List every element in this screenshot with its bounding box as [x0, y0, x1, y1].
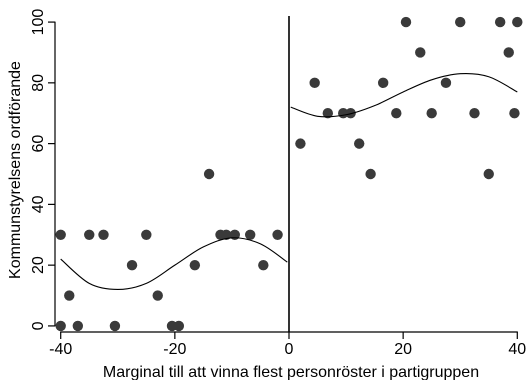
x-tick-label: 0 [285, 341, 294, 358]
plot-area: 0 20 40 60 80 100 -40 -20 0 20 40 [30, 9, 526, 358]
x-tick-label: -20 [163, 341, 186, 358]
data-point [400, 16, 412, 28]
data-point [391, 108, 402, 119]
data-point [152, 290, 163, 301]
data-point [440, 77, 452, 89]
data-point [469, 108, 480, 119]
data-point [126, 259, 138, 271]
data-point [322, 108, 334, 119]
y-tick-label: 80 [30, 74, 47, 92]
data-point [503, 47, 514, 58]
data-point [258, 259, 269, 271]
x-tick-label: 40 [508, 341, 526, 358]
x-axis-title: Marginal till att vinna flest personröst… [103, 364, 479, 380]
data-point [509, 108, 520, 119]
data-point [455, 16, 466, 28]
data-point [272, 229, 283, 240]
x-tick-label: 20 [394, 341, 412, 358]
x-tick-label: -40 [49, 341, 72, 358]
data-point [141, 229, 152, 240]
data-point [354, 138, 365, 149]
data-point [55, 229, 66, 240]
y-tick-label: 60 [30, 135, 47, 153]
data-point [295, 138, 306, 149]
data-point [55, 320, 66, 332]
y-tick-label: 0 [30, 321, 47, 330]
y-tick-label: 100 [30, 9, 47, 36]
data-point [72, 320, 84, 332]
y-tick-label: 20 [30, 256, 47, 274]
data-point [64, 290, 75, 301]
data-point [309, 77, 320, 89]
y-tick-label: 40 [30, 195, 47, 213]
data-point [244, 229, 256, 240]
fit-line-right [290, 73, 518, 118]
data-point [494, 16, 506, 28]
fit-line-left [60, 237, 288, 291]
data-point [377, 77, 389, 89]
data-point [203, 168, 215, 180]
data-point [109, 320, 121, 332]
data-point [365, 168, 376, 180]
data-point [483, 168, 494, 180]
data-point [98, 229, 109, 240]
data-point [426, 108, 437, 119]
data-point [189, 259, 201, 271]
y-axis-title: Kommunstyrelsens ordförande [7, 61, 24, 279]
data-point [173, 320, 185, 332]
data-point [84, 229, 95, 240]
data-point [415, 47, 426, 58]
data-point [221, 229, 232, 240]
data-point [512, 16, 523, 28]
